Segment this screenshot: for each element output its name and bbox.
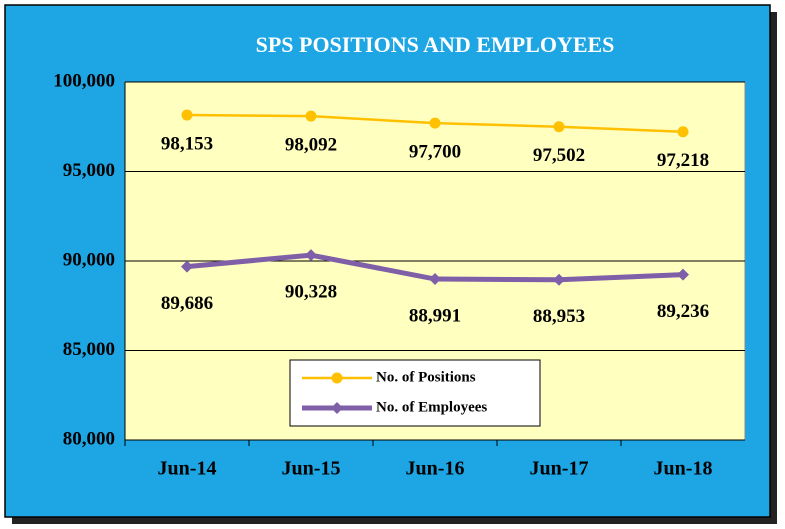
data-label: 97,218 <box>657 150 709 171</box>
marker <box>429 117 441 129</box>
marker <box>181 109 193 121</box>
data-label: 88,953 <box>533 306 585 327</box>
y-tick-label: 95,000 <box>63 160 115 181</box>
x-tick-label: Jun-15 <box>282 458 341 480</box>
data-label: 88,991 <box>409 305 461 326</box>
y-tick-label: 100,000 <box>53 70 115 91</box>
marker <box>331 372 343 384</box>
marker <box>553 121 565 133</box>
data-label: 97,502 <box>533 145 585 166</box>
x-tick-label: Jun-18 <box>654 458 713 480</box>
marker <box>181 260 193 273</box>
legend-label: No. of Employees <box>376 399 487 415</box>
legend <box>289 359 541 427</box>
data-label: 89,686 <box>161 293 213 314</box>
marker <box>553 273 565 286</box>
data-label: 90,328 <box>285 281 337 302</box>
data-label: 97,700 <box>409 142 461 163</box>
y-tick-label: 85,000 <box>63 339 115 360</box>
x-tick-label: Jun-16 <box>406 458 465 480</box>
y-tick-label: 90,000 <box>63 249 115 270</box>
marker <box>305 249 317 262</box>
data-label: 98,153 <box>161 133 213 154</box>
marker <box>331 402 343 414</box>
x-tick-label: Jun-14 <box>158 458 217 480</box>
marker <box>677 268 689 281</box>
chart-title: SPS POSITIONS AND EMPLOYEES <box>256 32 615 57</box>
marker <box>429 273 441 286</box>
marker <box>677 126 689 138</box>
data-label: 89,236 <box>657 301 709 322</box>
marker <box>305 110 317 122</box>
legend-label: No. of Positions <box>376 369 476 385</box>
data-label: 98,092 <box>285 135 337 156</box>
x-tick-label: Jun-17 <box>530 458 589 480</box>
y-tick-label: 80,000 <box>63 428 115 449</box>
